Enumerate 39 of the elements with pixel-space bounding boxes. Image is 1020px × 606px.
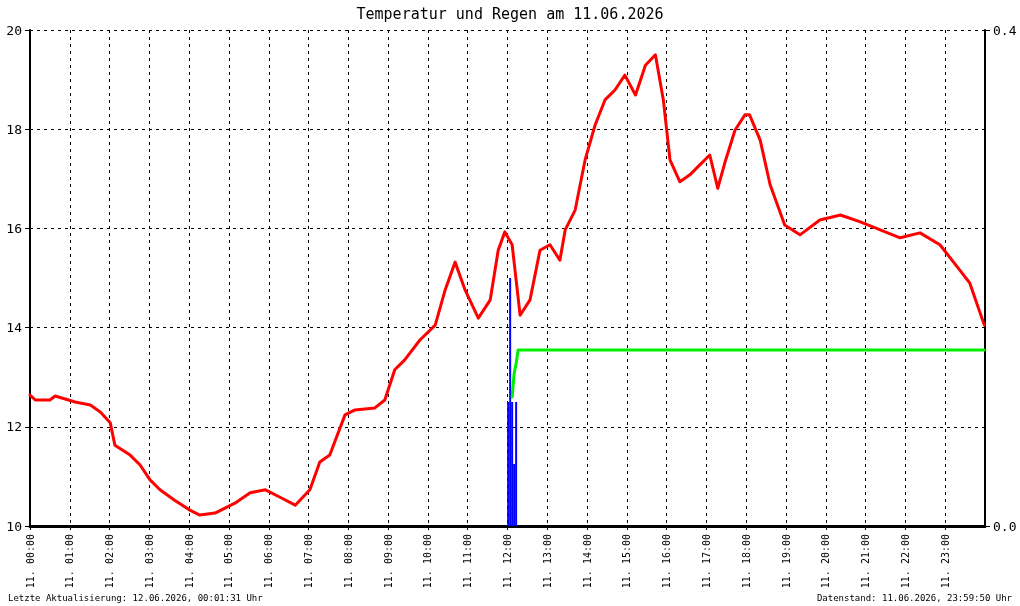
y-tick-label: 16 [6,220,22,236]
y2-tick-label: 0.4 [993,22,1017,38]
x-tick-label: 11. 10:00 [422,534,434,589]
y2-tick-label: 0.0 [993,518,1017,534]
x-tick-label: 11. 07:00 [303,534,315,589]
x-tick-label: 11. 19:00 [780,534,792,589]
x-tick-label: 11. 08:00 [342,534,354,589]
x-tick-label: 11. 02:00 [104,534,116,589]
x-tick-label: 11. 16:00 [661,534,673,589]
bar [509,278,512,526]
x-tick-label: 11. 21:00 [860,534,872,589]
x-tick-label: 11. 01:00 [64,534,76,589]
x-tick-label: 11. 03:00 [143,534,155,589]
line-series [510,348,986,399]
x-tick-label: 11. 18:00 [740,534,752,589]
chart-title: Temperatur und Regen am 11.06.2026 [356,4,664,23]
x-tick-label: 11. 20:00 [820,534,832,589]
y-tick-label: 14 [6,320,23,336]
text: Letzte Aktualisierung: 12.06.2026, 00:01:31 Uhr [8,592,264,603]
x-tick-label: 11. 14:00 [581,534,593,589]
x-tick-label: 11. 15:00 [621,534,633,589]
line-series [28,53,986,517]
x-tick-label: 11. 00:00 [24,534,36,589]
y-tick-label: 18 [6,121,22,137]
x-tick-label: 11. 11:00 [462,534,474,589]
y-tick-label: 20 [6,22,22,38]
x-tick-label: 11. 22:00 [899,534,911,589]
x-tick-label: 11. 04:00 [183,534,195,589]
x-tick-label: 11. 09:00 [382,534,394,589]
x-tick-label: 11. 05:00 [223,534,235,589]
x-tick-label: 11. 23:00 [939,534,951,589]
bar [515,402,518,526]
y-tick-label: 12 [6,419,22,435]
y-tick-label: 10 [6,518,22,534]
x-tick-label: 11. 06:00 [263,534,275,589]
x-tick-label: 11. 12:00 [502,534,513,589]
x-tick-label: 11. 17:00 [700,534,712,589]
text: Datenstand: 11.06.2026, 23:59:50 Uhr [816,592,1013,603]
x-tick-label: 11. 13:00 [541,534,553,589]
